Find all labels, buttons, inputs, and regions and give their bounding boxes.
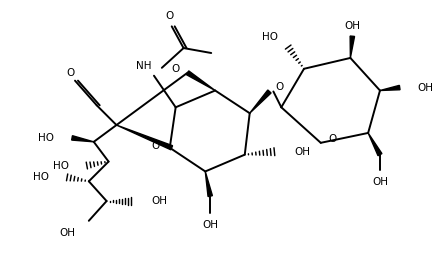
Text: O: O (66, 68, 74, 78)
Text: HO: HO (38, 133, 54, 143)
Polygon shape (205, 171, 212, 197)
Text: O: O (275, 82, 283, 92)
Text: O: O (151, 141, 160, 151)
Text: HO: HO (33, 172, 49, 182)
Text: O: O (171, 64, 179, 74)
Text: HO: HO (262, 32, 278, 42)
Text: O: O (165, 12, 174, 21)
Polygon shape (72, 136, 94, 142)
Polygon shape (116, 125, 172, 150)
Polygon shape (367, 133, 381, 156)
Text: OH: OH (202, 220, 218, 230)
Polygon shape (249, 90, 270, 113)
Text: NH: NH (136, 61, 151, 71)
Polygon shape (349, 36, 354, 58)
Text: OH: OH (293, 147, 309, 157)
Text: OH: OH (151, 196, 167, 206)
Text: OH: OH (59, 228, 75, 238)
Text: HO: HO (53, 160, 69, 171)
Polygon shape (379, 85, 399, 91)
Polygon shape (186, 71, 215, 91)
Text: O: O (328, 134, 336, 144)
Text: OH: OH (371, 177, 387, 187)
Text: OH: OH (417, 83, 433, 93)
Text: OH: OH (344, 21, 359, 31)
